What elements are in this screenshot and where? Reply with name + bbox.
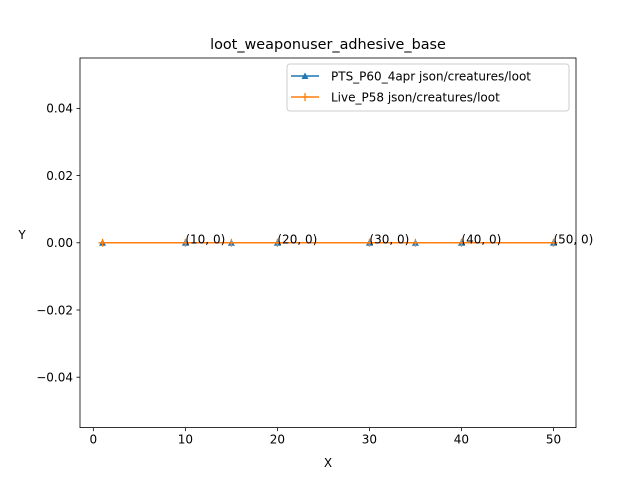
chart-title: loot_weaponuser_adhesive_base bbox=[210, 37, 446, 53]
point-annotation: (40, 0) bbox=[461, 232, 501, 246]
x-tick-label: 20 bbox=[270, 433, 285, 447]
x-axis-label: X bbox=[324, 456, 332, 470]
x-tick-label: 10 bbox=[178, 433, 193, 447]
x-tick-label: 40 bbox=[454, 433, 469, 447]
y-tick-label: 0.02 bbox=[46, 169, 73, 183]
data-point-plus bbox=[365, 238, 374, 247]
data-point-plus bbox=[227, 238, 236, 247]
point-annotation: (50, 0) bbox=[553, 232, 593, 246]
y-axis-ticks: −0.04 −0.02 0.00 0.02 0.04 bbox=[36, 102, 80, 385]
series-layer bbox=[98, 238, 558, 247]
x-tick-label: 30 bbox=[362, 433, 377, 447]
legend-label-live: Live_P58 json/creatures/loot bbox=[331, 91, 500, 105]
point-annotation: (20, 0) bbox=[277, 232, 317, 246]
legend: PTS_P60_4apr json/creatures/loot Live_P5… bbox=[286, 63, 570, 112]
data-point-plus bbox=[549, 238, 558, 247]
y-axis-label: Y bbox=[17, 228, 26, 242]
legend-marker-plus-icon bbox=[301, 93, 309, 101]
annotation-layer: (10, 0) (20, 0) (30, 0) (40, 0) (50, 0) bbox=[185, 232, 593, 246]
data-point-plus bbox=[273, 238, 282, 247]
point-annotation: (10, 0) bbox=[185, 232, 225, 246]
data-point-plus bbox=[181, 238, 190, 247]
y-tick-label: −0.04 bbox=[36, 371, 73, 385]
x-tick-label: 50 bbox=[546, 433, 561, 447]
y-tick-label: 0.00 bbox=[46, 236, 73, 250]
legend-marker-triangle-icon bbox=[301, 72, 309, 79]
legend-label-pts: PTS_P60_4apr json/creatures/loot bbox=[331, 70, 531, 84]
data-point-plus bbox=[98, 238, 107, 247]
x-axis-ticks: 0 10 20 30 40 50 bbox=[90, 427, 561, 447]
x-tick-label: 0 bbox=[90, 433, 98, 447]
plot-area-frame bbox=[79, 57, 577, 429]
data-point-plus bbox=[457, 238, 466, 247]
legend-box bbox=[286, 63, 570, 112]
point-annotation: (30, 0) bbox=[369, 232, 409, 246]
data-point-plus bbox=[411, 238, 420, 247]
y-tick-label: 0.04 bbox=[46, 102, 73, 116]
y-tick-label: −0.02 bbox=[36, 303, 73, 317]
